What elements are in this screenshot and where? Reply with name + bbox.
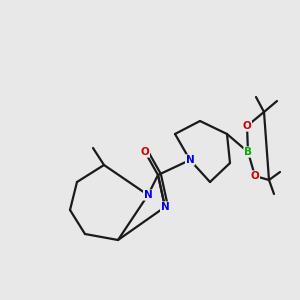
Text: O: O xyxy=(141,147,149,157)
Text: O: O xyxy=(250,171,260,181)
Text: O: O xyxy=(243,121,251,131)
Text: N: N xyxy=(144,190,152,200)
Text: N: N xyxy=(160,202,169,212)
Text: B: B xyxy=(244,147,252,157)
Text: N: N xyxy=(186,155,194,165)
